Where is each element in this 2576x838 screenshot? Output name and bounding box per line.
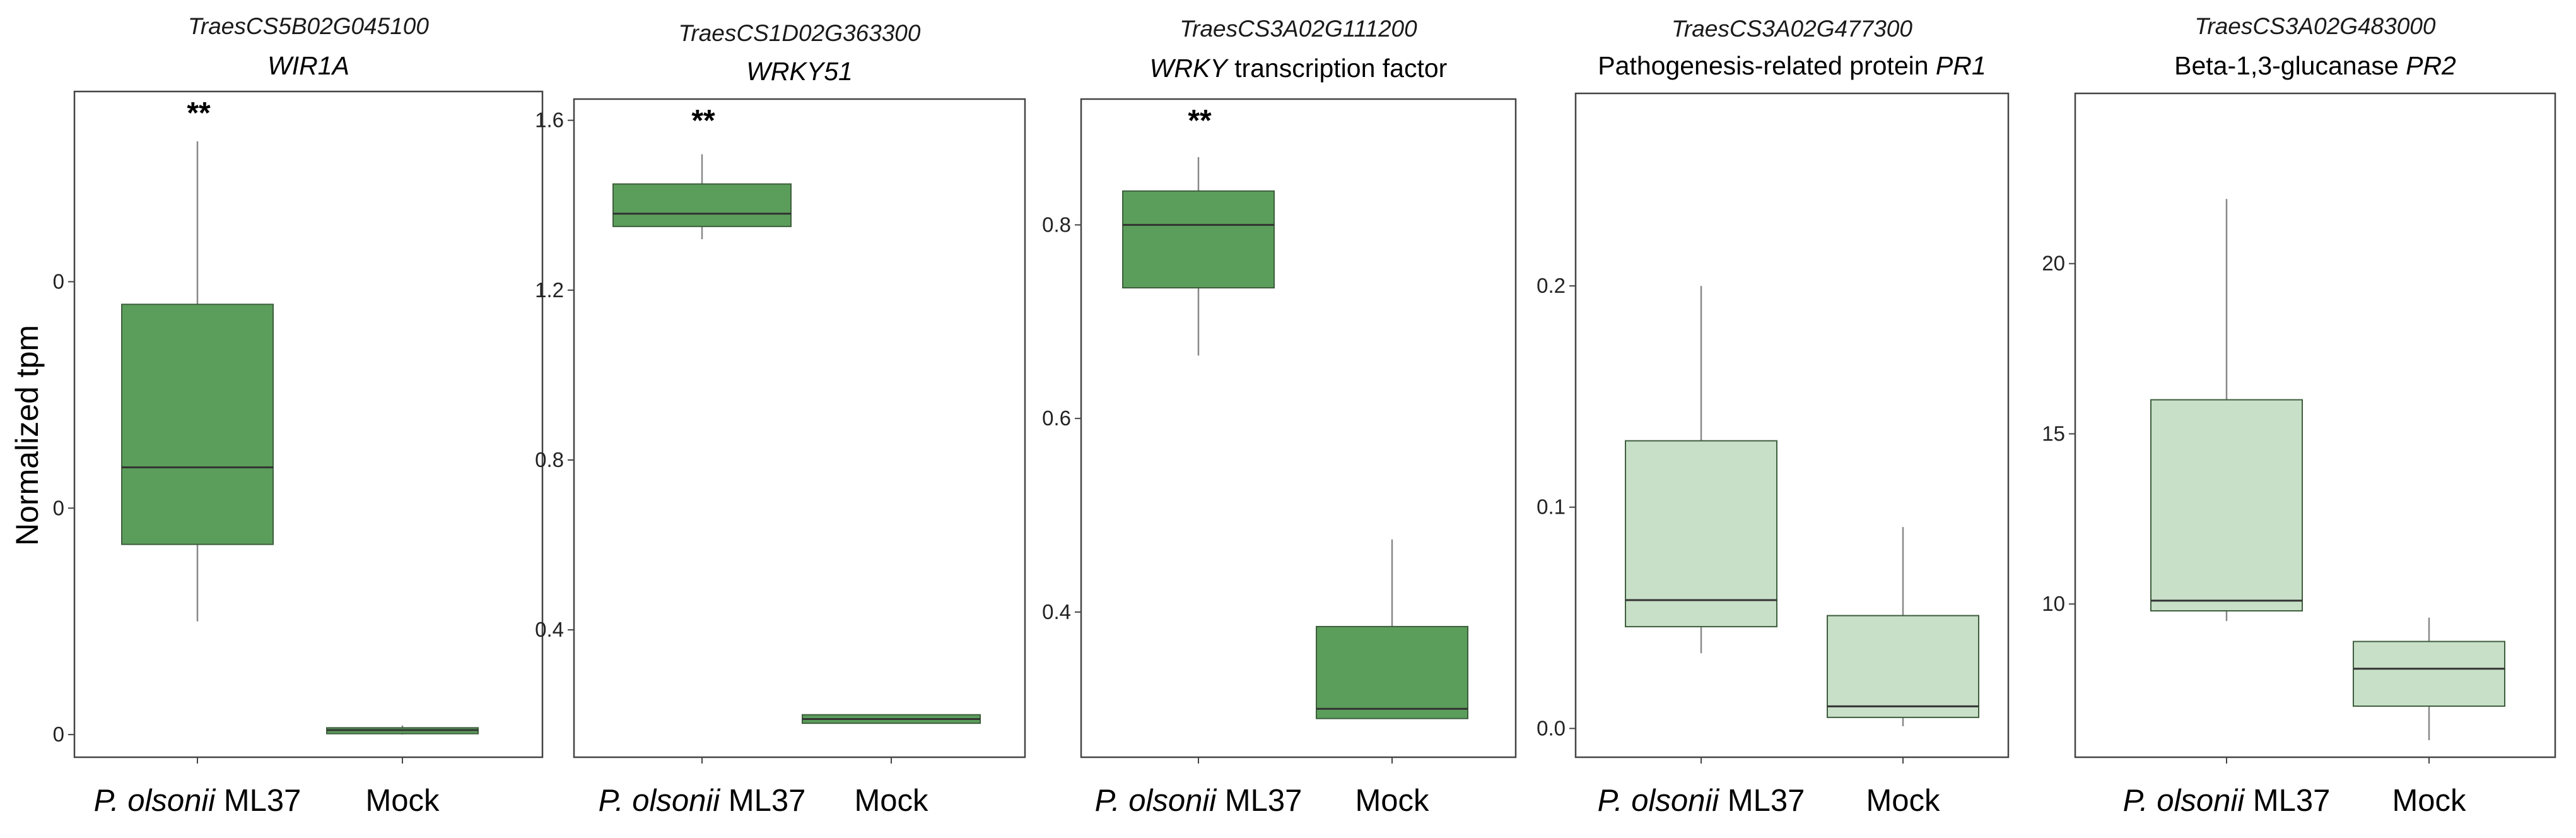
box-mock bbox=[326, 725, 479, 735]
gene-name-part: Beta-1,3-glucanase bbox=[2174, 51, 2406, 80]
y-tick-label: 0.4 bbox=[1042, 600, 1071, 623]
y-tick-label: 0 bbox=[53, 723, 64, 746]
box-treatment bbox=[2150, 199, 2303, 622]
x-category-label-part: Mock bbox=[365, 784, 440, 818]
y-tick-label: 0.2 bbox=[1537, 274, 1566, 297]
y-tick-label: 0.6 bbox=[1042, 406, 1071, 430]
x-category-label: Mock bbox=[365, 784, 440, 818]
y-tick-label: 20 bbox=[2042, 252, 2065, 275]
x-category-label-part: ML37 bbox=[215, 784, 301, 818]
box-treatment bbox=[1122, 157, 1275, 356]
x-category-label: P. olsonii ML37 bbox=[1598, 784, 1805, 818]
significance-marker: ** bbox=[691, 104, 715, 138]
y-tick-label: 1.6 bbox=[535, 109, 564, 132]
panel-5: TraesCS3A02G483000 Beta-1,3-glucanase PR2… bbox=[2042, 13, 2556, 818]
gene-name: WIR1A bbox=[267, 51, 349, 80]
panel-3: TraesCS3A02G111200 WRKY transcription fac… bbox=[1042, 16, 1517, 818]
gene-name-part: WRKY bbox=[1150, 54, 1229, 83]
x-category-label-part: P. olsonii bbox=[2123, 784, 2245, 818]
gene-name: WRKY transcription factor bbox=[1150, 54, 1448, 83]
gene-name-part: WRKY51 bbox=[746, 57, 853, 86]
gene-id: TraesCS3A02G477300 bbox=[1671, 16, 1912, 42]
x-category-label: P. olsonii ML37 bbox=[94, 784, 302, 818]
plot-frame bbox=[573, 98, 1026, 758]
box-mock bbox=[1316, 539, 1468, 719]
gene-name-part: transcription factor bbox=[1227, 54, 1448, 83]
x-category-label-part: P. olsonii bbox=[1095, 784, 1217, 818]
x-category-label: Mock bbox=[1866, 784, 1940, 818]
panel-2: TraesCS1D02G363300 WRKY51 0.4 0.8 1.2 1.6 P. o… bbox=[535, 20, 1026, 818]
y-tick-label: 0.1 bbox=[1537, 495, 1566, 519]
iqr-box bbox=[121, 304, 274, 545]
x-category-label: P. olsonii ML37 bbox=[2123, 784, 2331, 818]
x-category-label-part: Mock bbox=[2392, 784, 2466, 818]
iqr-box bbox=[1827, 615, 1979, 718]
y-axis-label: Normalized tpm bbox=[9, 325, 45, 546]
x-category-label-part: Mock bbox=[1355, 784, 1429, 818]
plot-frame bbox=[2074, 92, 2556, 758]
x-category-label: P. olsonii ML37 bbox=[599, 784, 806, 818]
gene-name: Pathogenesis-related protein PR1 bbox=[1598, 51, 1986, 80]
x-category-label-part: P. olsonii bbox=[1598, 784, 1720, 818]
x-category-label: P. olsonii ML37 bbox=[1095, 784, 1303, 818]
y-tick-label: 0.8 bbox=[1042, 213, 1071, 236]
x-category-label-part: ML37 bbox=[1719, 784, 1805, 818]
y-tick-label: 0.0 bbox=[1537, 716, 1566, 740]
box-treatment bbox=[121, 141, 274, 622]
x-category-label-part: ML37 bbox=[2244, 784, 2330, 818]
panel-4: TraesCS3A02G477300 Pathogenesis-related p… bbox=[1537, 16, 2010, 818]
iqr-box bbox=[2353, 640, 2505, 707]
y-tick-label: 1.2 bbox=[535, 278, 564, 302]
x-category-label-part: Mock bbox=[1866, 784, 1940, 818]
x-category-label-part: ML37 bbox=[720, 784, 805, 818]
y-tick-label: 15 bbox=[2042, 422, 2065, 445]
box-treatment bbox=[612, 154, 792, 240]
x-category-label: Mock bbox=[2392, 784, 2466, 818]
plot-frame bbox=[73, 90, 544, 758]
iqr-box bbox=[1316, 625, 1468, 719]
box-mock bbox=[2353, 617, 2505, 741]
plot-frame bbox=[1080, 98, 1517, 758]
gene-name-part: WIR1A bbox=[267, 51, 349, 80]
gene-id: TraesCS1D02G363300 bbox=[679, 20, 921, 46]
iqr-box bbox=[2150, 399, 2303, 612]
gene-name-part: PR2 bbox=[2406, 51, 2456, 80]
box-treatment bbox=[1625, 286, 1777, 654]
significance-marker: ** bbox=[1188, 104, 1212, 138]
gene-id: TraesCS3A02G111200 bbox=[1180, 16, 1417, 42]
gene-name-part: PR1 bbox=[1936, 51, 1986, 80]
x-category-label: Mock bbox=[854, 784, 928, 818]
y-tick-label: 0 bbox=[53, 496, 64, 519]
x-category-label-part: ML37 bbox=[1216, 784, 1302, 818]
x-category-label: Mock bbox=[1355, 784, 1429, 818]
gene-name-part: Pathogenesis-related protein bbox=[1598, 51, 1936, 80]
y-tick-label: 10 bbox=[2042, 592, 2065, 615]
iqr-box bbox=[1122, 190, 1275, 289]
x-category-label-part: Mock bbox=[854, 784, 928, 818]
gene-name: WRKY51 bbox=[746, 57, 853, 86]
panel-1: TraesCS5B02G045100 WIR1A 0 0 0 P. olsonii ML3… bbox=[53, 13, 544, 818]
y-tick-label: 0 bbox=[53, 269, 64, 293]
gene-id: TraesCS3A02G483000 bbox=[2195, 13, 2436, 39]
plot-frame bbox=[1574, 92, 2010, 758]
y-tick-label: 0.8 bbox=[535, 448, 564, 471]
gene-id: TraesCS5B02G045100 bbox=[188, 13, 429, 39]
significance-marker: ** bbox=[187, 97, 211, 130]
iqr-box bbox=[1625, 440, 1777, 628]
box-mock bbox=[802, 714, 981, 724]
x-category-label-part: P. olsonii bbox=[599, 784, 721, 818]
x-category-label-part: P. olsonii bbox=[94, 784, 216, 818]
gene-name: Beta-1,3-glucanase PR2 bbox=[2174, 51, 2456, 80]
box-mock bbox=[1827, 527, 1979, 726]
iqr-box bbox=[612, 183, 792, 227]
y-tick-label: 0.4 bbox=[535, 618, 564, 641]
